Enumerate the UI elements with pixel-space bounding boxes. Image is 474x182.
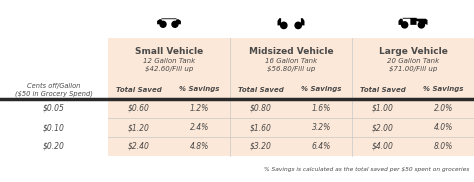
Text: $56.80/Fill up: $56.80/Fill up — [267, 66, 315, 72]
Text: % Savings: % Savings — [423, 86, 464, 92]
Text: Total Saved: Total Saved — [116, 86, 161, 92]
Circle shape — [418, 22, 424, 28]
Text: Cents off/Gallon: Cents off/Gallon — [27, 83, 81, 89]
Bar — [230, 80, 352, 99]
Text: 4.0%: 4.0% — [434, 123, 453, 132]
Text: $3.20: $3.20 — [250, 142, 272, 151]
Circle shape — [281, 22, 287, 29]
Text: $0.60: $0.60 — [128, 104, 149, 113]
Text: $2.40: $2.40 — [128, 142, 149, 151]
Text: Small Vehicle: Small Vehicle — [135, 48, 203, 56]
Circle shape — [401, 22, 408, 28]
Text: % Savings is calculated as the total saved per $50 spent on groceries: % Savings is calculated as the total sav… — [264, 167, 469, 173]
Text: % Savings: % Savings — [179, 86, 219, 92]
Text: $1.60: $1.60 — [250, 123, 272, 132]
Text: $2.00: $2.00 — [372, 123, 393, 132]
Bar — [352, 99, 474, 156]
Text: $0.80: $0.80 — [250, 104, 272, 113]
Text: % Savings: % Savings — [301, 86, 342, 92]
Bar — [352, 80, 474, 99]
Text: Midsized Vehicle: Midsized Vehicle — [249, 48, 333, 56]
Circle shape — [160, 21, 166, 27]
Text: $0.05: $0.05 — [43, 104, 65, 113]
Text: 2.4%: 2.4% — [190, 123, 209, 132]
Text: 2.0%: 2.0% — [434, 104, 453, 113]
Text: 4.8%: 4.8% — [190, 142, 209, 151]
Text: 6.4%: 6.4% — [312, 142, 331, 151]
Text: 3.2%: 3.2% — [312, 123, 331, 132]
Text: $4.00: $4.00 — [372, 142, 393, 151]
Polygon shape — [277, 18, 304, 25]
Text: $1.20: $1.20 — [128, 123, 149, 132]
Polygon shape — [399, 18, 428, 25]
Text: $1.00: $1.00 — [372, 104, 393, 113]
Bar — [108, 38, 230, 80]
Bar — [352, 38, 474, 80]
Circle shape — [295, 22, 301, 29]
Text: ($50 in Grocery Spend): ($50 in Grocery Spend) — [15, 91, 93, 97]
Text: 16 Gallon Tank: 16 Gallon Tank — [265, 58, 317, 64]
Text: 20 Gallon Tank: 20 Gallon Tank — [387, 58, 439, 64]
Text: $0.10: $0.10 — [43, 123, 65, 132]
Polygon shape — [157, 18, 181, 24]
Bar — [108, 80, 230, 99]
Bar — [108, 99, 230, 156]
Text: 1.6%: 1.6% — [312, 104, 331, 113]
Text: 12 Gallon Tank: 12 Gallon Tank — [143, 58, 195, 64]
Text: Total Saved: Total Saved — [360, 86, 405, 92]
Text: 8.0%: 8.0% — [434, 142, 453, 151]
Text: 1.2%: 1.2% — [190, 104, 209, 113]
Text: $71.00/Fill up: $71.00/Fill up — [389, 66, 437, 72]
Bar — [230, 99, 352, 156]
Text: Total Saved: Total Saved — [237, 86, 283, 92]
Text: Large Vehicle: Large Vehicle — [379, 48, 447, 56]
Text: $42.60/Fill up: $42.60/Fill up — [145, 66, 193, 72]
Text: $0.20: $0.20 — [43, 142, 65, 151]
Bar — [230, 38, 352, 80]
Circle shape — [172, 21, 178, 27]
